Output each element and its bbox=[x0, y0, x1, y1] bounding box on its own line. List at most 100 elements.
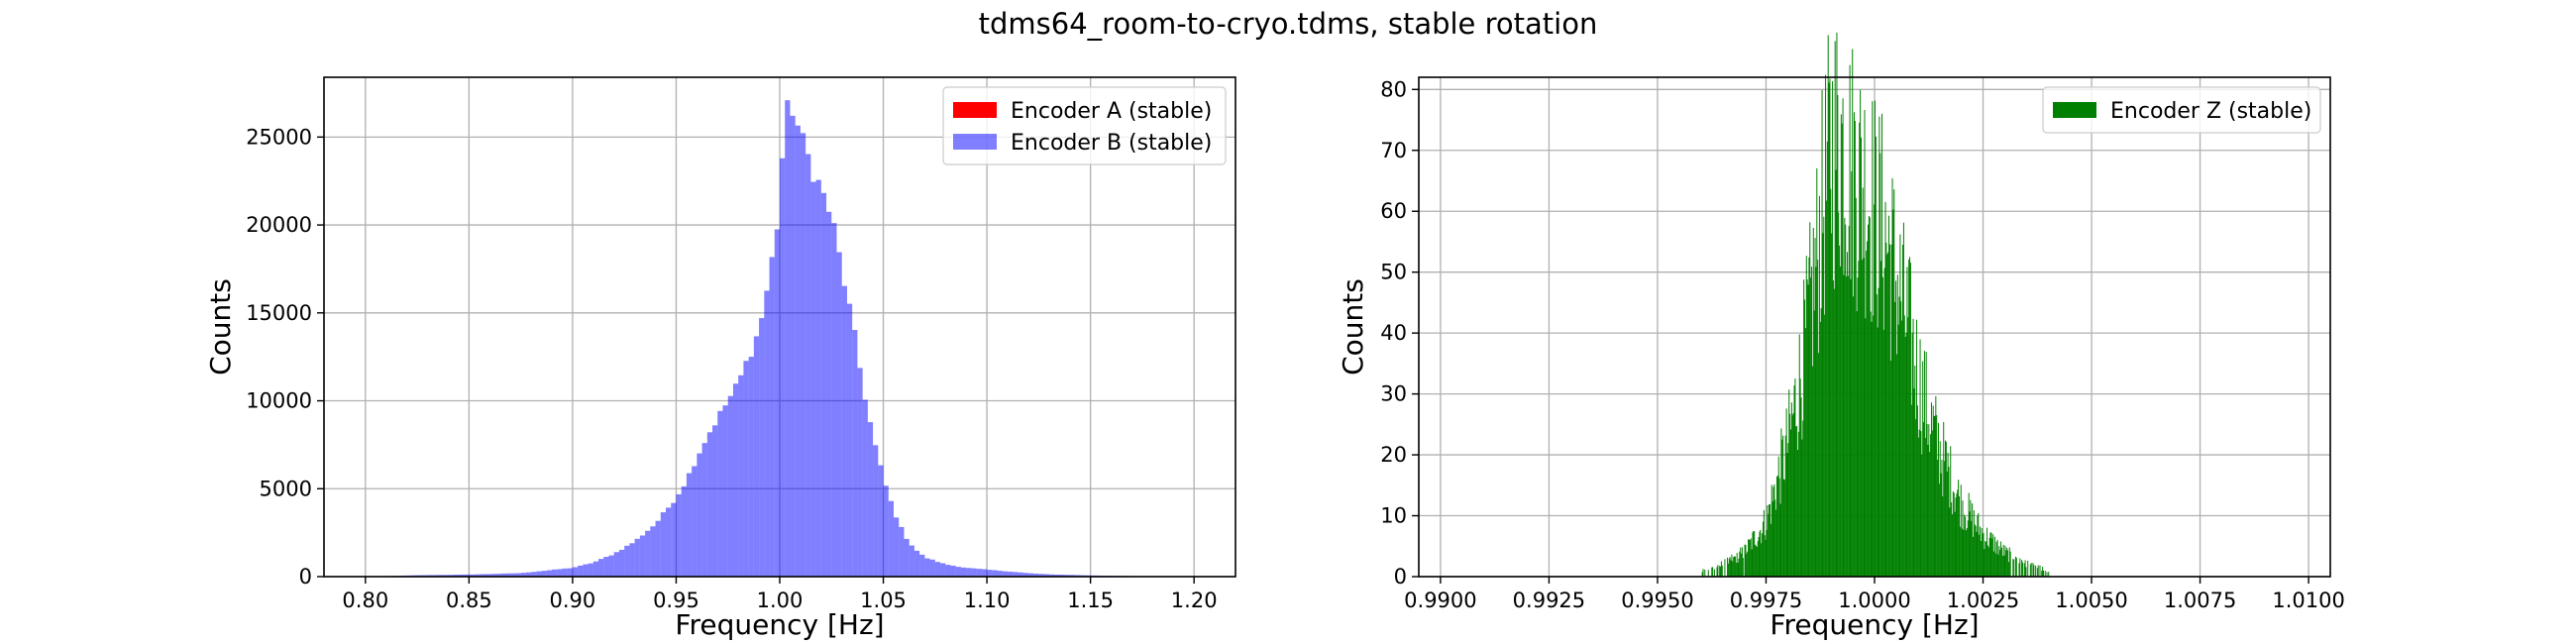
histogram-bar bbox=[1921, 454, 1923, 577]
histogram-bar bbox=[1830, 188, 1832, 578]
histogram-bar bbox=[1847, 275, 1849, 577]
y-axis-label: Counts bbox=[204, 278, 237, 376]
histogram-bar bbox=[1919, 339, 1921, 577]
histogram-bar bbox=[1909, 263, 1911, 577]
histogram-bar bbox=[1867, 224, 1869, 578]
histogram-bar bbox=[1741, 553, 1743, 577]
histogram-bar bbox=[1846, 276, 1848, 577]
histogram-bar bbox=[1944, 440, 1946, 577]
histogram-bar bbox=[592, 561, 599, 577]
histogram-bar bbox=[1993, 551, 1995, 577]
histogram-bar bbox=[1702, 569, 1704, 577]
histogram-bar bbox=[1834, 41, 1836, 577]
histogram-bar bbox=[1957, 489, 1959, 577]
histogram-bar bbox=[1022, 573, 1028, 577]
histogram-bar bbox=[748, 357, 754, 577]
histogram-bar bbox=[1740, 547, 1742, 577]
legend-label-encoder-b: Encoder B (stable) bbox=[1011, 131, 1212, 156]
histogram-bar bbox=[1869, 217, 1871, 578]
histogram-bar bbox=[1753, 531, 1755, 577]
histogram-bar bbox=[1925, 352, 1927, 577]
histogram-bar bbox=[1816, 167, 1818, 578]
histogram-bar bbox=[1939, 441, 1941, 577]
histogram-bar bbox=[567, 568, 573, 577]
x-tick-label: 1.00 bbox=[757, 589, 804, 612]
histogram-bar bbox=[2027, 560, 2029, 577]
histogram-bar bbox=[2009, 551, 2011, 577]
histogram-bar bbox=[1810, 277, 1812, 577]
histogram-bar bbox=[1944, 461, 1946, 577]
histogram-bar bbox=[1867, 241, 1869, 577]
histogram-bar bbox=[2003, 555, 2005, 577]
histogram-bar bbox=[1843, 274, 1845, 577]
histogram-bar bbox=[1737, 563, 1739, 577]
histogram-bar bbox=[1853, 112, 1855, 578]
histogram-bar bbox=[1881, 276, 1883, 577]
histogram-bar bbox=[1933, 416, 1935, 577]
histogram-bar bbox=[1884, 201, 1886, 577]
histogram-bar bbox=[1769, 503, 1771, 577]
histogram-bar bbox=[546, 570, 552, 577]
histogram-bar bbox=[525, 572, 532, 577]
histogram-bar bbox=[1947, 452, 1949, 577]
histogram-bar bbox=[1840, 114, 1842, 577]
histogram-bar bbox=[2015, 557, 2017, 577]
histogram-bar bbox=[1949, 507, 1951, 577]
histogram-bar bbox=[1727, 563, 1729, 577]
histogram-bar bbox=[1888, 244, 1890, 577]
histogram-bar bbox=[1855, 197, 1857, 578]
y-tick-label: 20000 bbox=[246, 213, 312, 237]
histogram-bar bbox=[1794, 378, 1796, 577]
histogram-bar bbox=[1853, 296, 1855, 577]
x-tick-label: 0.85 bbox=[446, 589, 492, 612]
histogram-bar bbox=[1820, 308, 1822, 577]
histogram-bar bbox=[1754, 531, 1756, 577]
histogram-bar bbox=[1901, 320, 1903, 577]
histogram-bar bbox=[841, 285, 847, 577]
histogram-bar bbox=[1970, 499, 1972, 577]
histogram-bar bbox=[1784, 435, 1786, 577]
histogram-bar bbox=[588, 563, 593, 577]
x-tick-label: 1.05 bbox=[860, 589, 907, 612]
histogram-bar bbox=[557, 569, 563, 577]
histogram-bar bbox=[1755, 544, 1757, 577]
histogram-bar bbox=[1783, 480, 1785, 577]
histogram-bar bbox=[1793, 385, 1795, 577]
histogram-bar bbox=[1916, 405, 1918, 577]
x-axis-ticks: 0.80 0.85 0.90 0.95 1.00 1.05 1.10 1.15 1.20 bbox=[342, 577, 1218, 612]
histogram-bar bbox=[1790, 429, 1792, 577]
histogram-bar bbox=[1958, 480, 1960, 577]
histogram-bar bbox=[1914, 366, 1916, 577]
histogram-bar bbox=[2000, 547, 2002, 577]
histogram-bar bbox=[1768, 513, 1770, 577]
x-tick-label: 0.9925 bbox=[1513, 589, 1585, 612]
y-tick-label: 40 bbox=[1380, 321, 1407, 345]
histogram-bar bbox=[732, 383, 739, 577]
y-tick-label: 50 bbox=[1380, 261, 1407, 284]
histogram-bar bbox=[899, 526, 905, 577]
histogram-bar bbox=[1962, 500, 1964, 577]
histogram-bar bbox=[2041, 571, 2043, 577]
histogram-bar bbox=[966, 568, 972, 577]
histogram-encoder-ab: 0.80 0.85 0.90 0.95 1.00 1.05 1.10 1.15 1.20 0 50… bbox=[204, 76, 1236, 641]
x-tick-label: 1.20 bbox=[1171, 589, 1218, 612]
y-tick-label: 25000 bbox=[246, 125, 312, 149]
histogram-bar bbox=[1993, 536, 1995, 577]
histogram-bar bbox=[1864, 110, 1866, 577]
histogram-bar bbox=[1742, 558, 1744, 577]
histogram-bar bbox=[873, 445, 879, 577]
histogram-bar bbox=[1791, 414, 1793, 577]
histogram-bar bbox=[432, 575, 438, 577]
histogram-bar bbox=[1954, 511, 1956, 577]
histogram-bar bbox=[1996, 539, 1998, 577]
histogram-bar bbox=[1972, 503, 1974, 577]
histogram-bar bbox=[1751, 549, 1753, 577]
histogram-bar bbox=[1923, 422, 1925, 577]
histogram-bar bbox=[780, 158, 786, 578]
histogram-bar bbox=[1746, 553, 1748, 577]
histogram-bar bbox=[913, 550, 920, 577]
histogram-bar bbox=[1975, 525, 1977, 577]
y-axis-ticks: 0 5000 10000 15000 20000 25000 bbox=[246, 125, 324, 589]
histogram-bar bbox=[1817, 260, 1819, 577]
histogram-bar bbox=[785, 100, 791, 578]
